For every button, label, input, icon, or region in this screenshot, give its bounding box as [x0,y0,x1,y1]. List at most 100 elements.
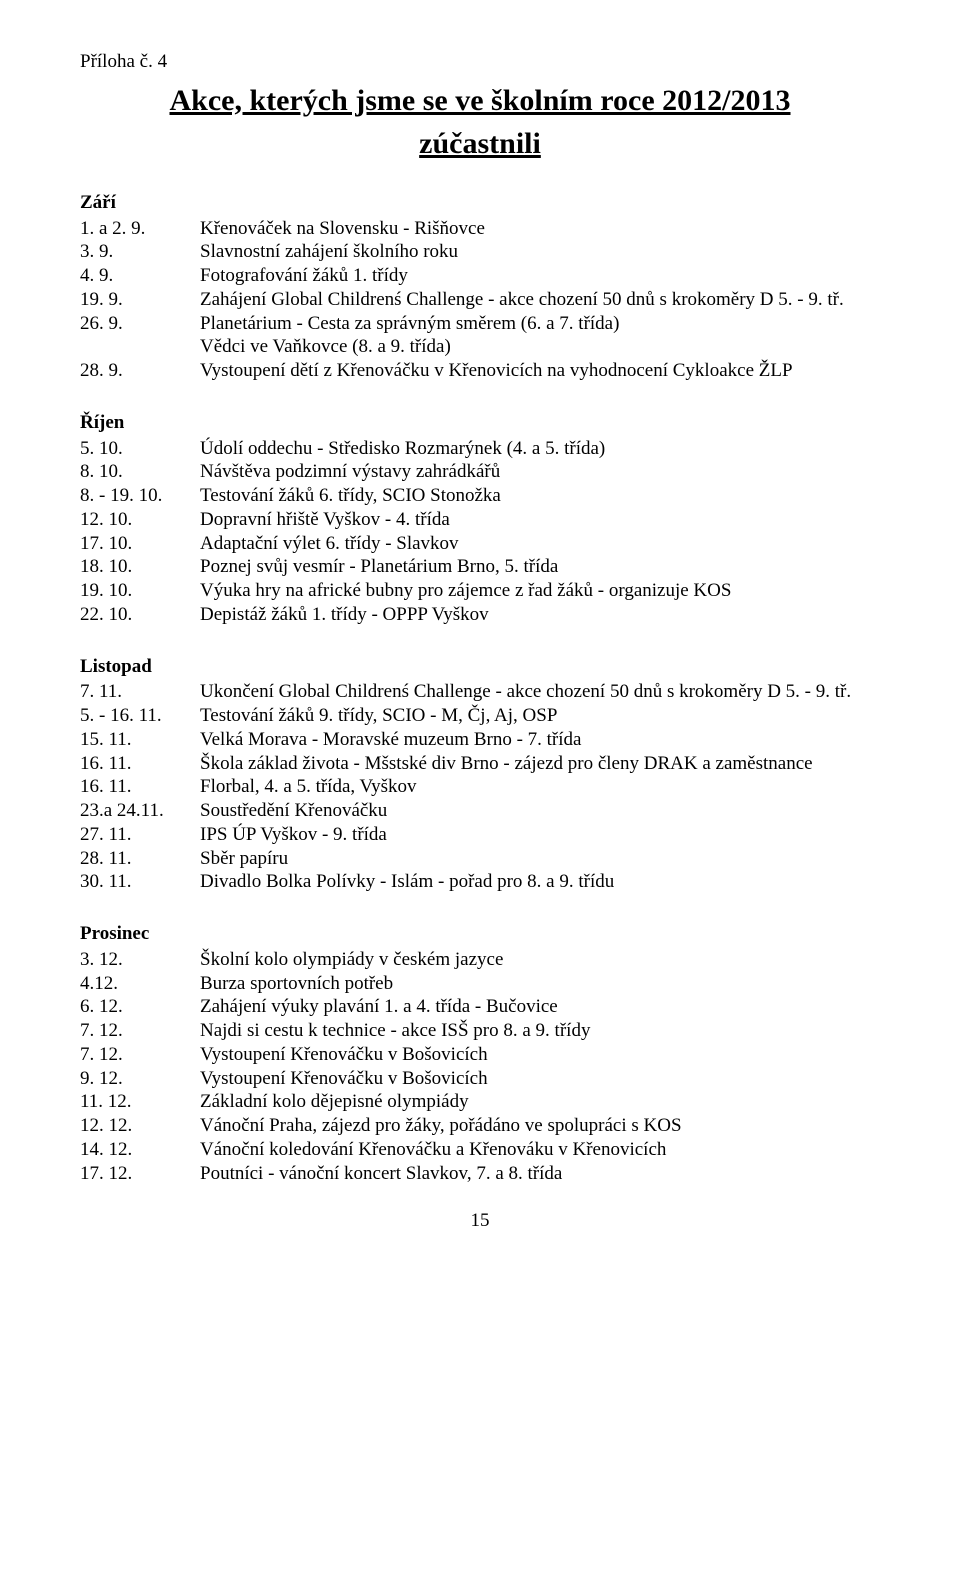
entry-date: 28. 11. [80,847,200,871]
entry-text: Vystoupení Křenováčku v Bošovicích [200,1043,880,1067]
entry-row: 22. 10.Depistáž žáků 1. třídy - OPPP Vyš… [80,603,880,627]
entry-row: 28. 9.Vystoupení dětí z Křenováčku v Kře… [80,359,880,383]
sections-container: Září1. a 2. 9.Křenováček na Slovensku - … [80,191,880,1186]
entry-text: Soustředění Křenováčku [200,799,880,823]
entry-row: 27. 11.IPS ÚP Vyškov - 9. třída [80,823,880,847]
entry-row: 11. 12.Základní kolo dějepisné olympiády [80,1090,880,1114]
entry-row: 30. 11.Divadlo Bolka Polívky - Islám - p… [80,870,880,894]
entry-text: Vědci ve Vaňkovce (8. a 9. třída) [200,335,880,359]
entry-row: 7. 12.Najdi si cestu k technice - akce I… [80,1019,880,1043]
entry-date: 4. 9. [80,264,200,288]
entry-date: 3. 9. [80,240,200,264]
entry-row: 4.12.Burza sportovních potřeb [80,972,880,996]
entry-row: 12. 12.Vánoční Praha, zájezd pro žáky, p… [80,1114,880,1138]
entry-date: 19. 10. [80,579,200,603]
entry-row: 17. 12.Poutníci - vánoční koncert Slavko… [80,1162,880,1186]
entry-date: 27. 11. [80,823,200,847]
entry-date: 17. 12. [80,1162,200,1186]
entry-text: Poznej svůj vesmír - Planetárium Brno, 5… [200,555,880,579]
entry-date: 7. 12. [80,1043,200,1067]
page-number: 15 [80,1209,880,1233]
entry-text: Planetárium - Cesta za správným směrem (… [200,312,880,336]
entry-date: 11. 12. [80,1090,200,1114]
entry-text: Sběr papíru [200,847,880,871]
month-header: Září [80,191,880,215]
month-header: Prosinec [80,922,880,946]
entry-row: 14. 12.Vánoční koledování Křenováčku a K… [80,1138,880,1162]
entry-date: 14. 12. [80,1138,200,1162]
entry-text: Fotografování žáků 1. třídy [200,264,880,288]
entry-date: 12. 12. [80,1114,200,1138]
entry-date: 16. 11. [80,752,200,776]
entry-text: Dopravní hřiště Vyškov - 4. třída [200,508,880,532]
entry-text: Adaptační výlet 6. třídy - Slavkov [200,532,880,556]
entry-date: 30. 11. [80,870,200,894]
entry-text: Poutníci - vánoční koncert Slavkov, 7. a… [200,1162,880,1186]
entry-date: 9. 12. [80,1067,200,1091]
entry-text: Velká Morava - Moravské muzeum Brno - 7.… [200,728,880,752]
entry-text: IPS ÚP Vyškov - 9. třída [200,823,880,847]
entry-date: 18. 10. [80,555,200,579]
entry-date: 12. 10. [80,508,200,532]
entry-text: Burza sportovních potřeb [200,972,880,996]
entry-date: 7. 11. [80,680,200,704]
entry-row: 15. 11.Velká Morava - Moravské muzeum Br… [80,728,880,752]
entry-date [80,335,200,359]
entry-date: 3. 12. [80,948,200,972]
entry-date: 16. 11. [80,775,200,799]
entry-text: Zahájení Global Childrenś Challenge - ak… [200,288,880,312]
entry-row: 19. 9.Zahájení Global Childrenś Challeng… [80,288,880,312]
entry-text: Vánoční Praha, zájezd pro žáky, pořádáno… [200,1114,880,1138]
document-title-line1: Akce, kterých jsme se ve školním roce 20… [80,82,880,120]
entry-text: Údolí oddechu - Středisko Rozmarýnek (4.… [200,437,880,461]
entry-row: 18. 10.Poznej svůj vesmír - Planetárium … [80,555,880,579]
entry-row: 4. 9.Fotografování žáků 1. třídy [80,264,880,288]
entry-text: Zahájení výuky plavání 1. a 4. třída - B… [200,995,880,1019]
entry-row: 23.a 24.11.Soustředění Křenováčku [80,799,880,823]
entry-text: Vystoupení Křenováčku v Bošovicích [200,1067,880,1091]
entry-row: 5. 10.Údolí oddechu - Středisko Rozmarýn… [80,437,880,461]
entry-date: 4.12. [80,972,200,996]
entry-date: 19. 9. [80,288,200,312]
entry-row: 3. 9.Slavnostní zahájení školního roku [80,240,880,264]
entry-date: 6. 12. [80,995,200,1019]
entry-date: 28. 9. [80,359,200,383]
entry-date: 17. 10. [80,532,200,556]
entry-date: 26. 9. [80,312,200,336]
entry-row: 17. 10.Adaptační výlet 6. třídy - Slavko… [80,532,880,556]
entry-text: Vánoční koledování Křenováčku a Křenovák… [200,1138,880,1162]
entry-row: 16. 11.Škola základ života - Mšstské div… [80,752,880,776]
entry-text: Slavnostní zahájení školního roku [200,240,880,264]
entry-date: 15. 11. [80,728,200,752]
entry-row: 1. a 2. 9.Křenováček na Slovensku - Rišň… [80,217,880,241]
entry-row: 6. 12.Zahájení výuky plavání 1. a 4. tří… [80,995,880,1019]
entry-text: Testování žáků 6. třídy, SCIO Stonožka [200,484,880,508]
month-header: Listopad [80,655,880,679]
entry-date: 7. 12. [80,1019,200,1043]
entry-row: 28. 11.Sběr papíru [80,847,880,871]
entry-row: 9. 12.Vystoupení Křenováčku v Bošovicích [80,1067,880,1091]
entry-date: 5. 10. [80,437,200,461]
entry-date: 1. a 2. 9. [80,217,200,241]
entry-date: 5. - 16. 11. [80,704,200,728]
entry-text: Divadlo Bolka Polívky - Islám - pořad pr… [200,870,880,894]
entry-row: 8. - 19. 10.Testování žáků 6. třídy, SCI… [80,484,880,508]
entry-text: Vystoupení dětí z Křenováčku v Křenovicí… [200,359,880,383]
entry-row: 7. 11.Ukončení Global Childrenś Challeng… [80,680,880,704]
entry-row: Vědci ve Vaňkovce (8. a 9. třída) [80,335,880,359]
entry-text: Školní kolo olympiády v českém jazyce [200,948,880,972]
attachment-label: Příloha č. 4 [80,50,880,74]
entry-row: 3. 12.Školní kolo olympiády v českém jaz… [80,948,880,972]
document-title-line2: zúčastnili [80,125,880,163]
entry-text: Výuka hry na africké bubny pro zájemce z… [200,579,880,603]
entry-date: 8. - 19. 10. [80,484,200,508]
entry-row: 26. 9.Planetárium - Cesta za správným sm… [80,312,880,336]
entry-row: 7. 12.Vystoupení Křenováčku v Bošovicích [80,1043,880,1067]
entry-text: Návštěva podzimní výstavy zahrádkářů [200,460,880,484]
entry-date: 23.a 24.11. [80,799,200,823]
entry-date: 22. 10. [80,603,200,627]
entry-row: 12. 10.Dopravní hřiště Vyškov - 4. třída [80,508,880,532]
entry-text: Florbal, 4. a 5. třída, Vyškov [200,775,880,799]
entry-row: 8. 10.Návštěva podzimní výstavy zahrádká… [80,460,880,484]
entry-text: Depistáž žáků 1. třídy - OPPP Vyškov [200,603,880,627]
